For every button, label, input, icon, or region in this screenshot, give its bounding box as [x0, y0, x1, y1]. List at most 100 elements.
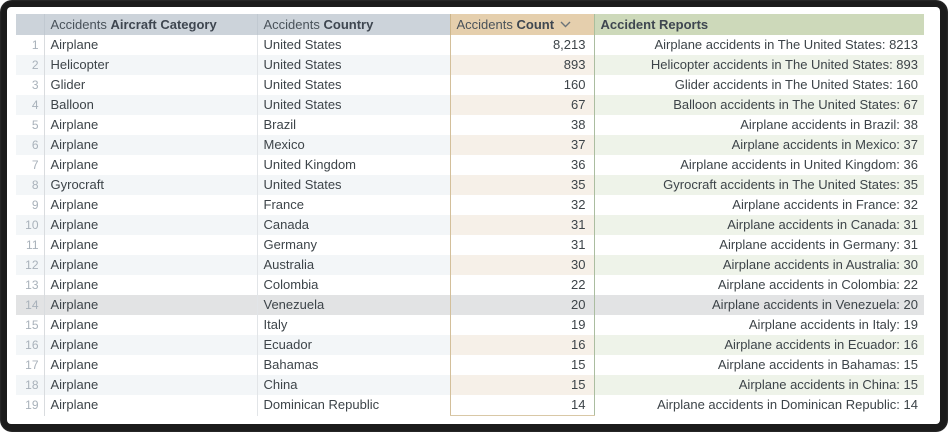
- table-row[interactable]: 6 Airplane Mexico 37 Airplane accidents in M…: [16, 135, 924, 155]
- cell-accident-report[interactable]: Gyrocraft accidents in The United States…: [593, 175, 924, 195]
- cell-country[interactable]: United States: [263, 77, 342, 92]
- cell-country[interactable]: Colombia: [263, 277, 319, 292]
- cell-count[interactable]: 22: [449, 275, 594, 295]
- cell-aircraft-category[interactable]: Airplane: [44, 155, 258, 175]
- cell-row-number[interactable]: 10: [16, 215, 45, 235]
- cell-aircraft-category[interactable]: Airplane: [44, 275, 258, 295]
- cell-accident-report[interactable]: Airplane accidents in Colombia: 22: [593, 275, 924, 295]
- cell-country[interactable]: Brazil: [263, 117, 297, 132]
- cell-accident-report[interactable]: Airplane accidents in Brazil: 38: [593, 115, 924, 135]
- cell-count[interactable]: 160: [449, 75, 594, 95]
- cell-row-number[interactable]: 13: [16, 275, 45, 295]
- cell-row-number[interactable]: 3: [16, 75, 45, 95]
- cell-row-number[interactable]: 19: [16, 395, 45, 416]
- cell-country[interactable]: United States: [257, 175, 450, 195]
- cell-count[interactable]: 36: [449, 155, 594, 175]
- cell-accident-report[interactable]: Glider accidents in The United States: 1…: [593, 75, 924, 95]
- cell-country[interactable]: United Kingdom: [263, 157, 357, 172]
- cell-country[interactable]: Bahamas: [263, 357, 319, 372]
- cell-accident-report[interactable]: Helicopter accidents in The United State…: [593, 55, 924, 75]
- cell-aircraft-category[interactable]: Airplane: [44, 235, 258, 255]
- cell-country[interactable]: Mexico: [257, 135, 450, 155]
- cell-row-number[interactable]: 6: [16, 135, 45, 155]
- cell-country[interactable]: Venezuela: [257, 295, 450, 315]
- cell-accident-report[interactable]: Airplane accidents in Dominican Republic…: [593, 395, 924, 416]
- cell-count[interactable]: 16: [449, 335, 594, 355]
- cell-country[interactable]: United States: [263, 37, 342, 52]
- cell-aircraft-category[interactable]: Airplane: [44, 315, 258, 335]
- cell-row-number[interactable]: 12: [16, 255, 45, 275]
- header-aircraft-category[interactable]: Accidents Aircraft Category: [44, 14, 258, 35]
- cell-count[interactable]: 19: [449, 315, 594, 335]
- cell-aircraft-category[interactable]: Airplane: [44, 355, 258, 375]
- cell-count[interactable]: 31: [449, 235, 594, 255]
- cell-country[interactable]: China: [257, 375, 450, 395]
- cell-count[interactable]: 35: [449, 175, 594, 195]
- cell-row-number[interactable]: 1: [16, 35, 45, 55]
- cell-count[interactable]: 15: [449, 355, 594, 375]
- cell-country[interactable]: Germany: [263, 237, 317, 252]
- table-row[interactable]: 1 Airplane United States 8,213 Airplane acci…: [16, 35, 924, 55]
- cell-count[interactable]: 893: [449, 55, 594, 75]
- table-row[interactable]: 2 Helicopter United States 893 Helicopter ac…: [16, 55, 924, 75]
- cell-count[interactable]: 14: [449, 395, 594, 416]
- cell-count[interactable]: 37: [449, 135, 594, 155]
- table-row[interactable]: 15 Airplane Italy 19 Airplane accidents in I…: [16, 315, 924, 335]
- table-row[interactable]: 9 Airplane France 32 Airplane accidents in F…: [16, 195, 924, 215]
- cell-row-number[interactable]: 14: [16, 295, 45, 315]
- table-row[interactable]: 18 Airplane China 15 Airplane accidents in C…: [16, 375, 924, 395]
- cell-accident-report[interactable]: Airplane accidents in Venezuela: 20: [593, 295, 924, 315]
- table-row[interactable]: 7 Airplane United Kingdom 36 Airplane accide…: [16, 155, 924, 175]
- cell-row-number[interactable]: 7: [16, 155, 45, 175]
- cell-accident-report[interactable]: Airplane accidents in Bahamas: 15: [593, 355, 924, 375]
- cell-accident-report[interactable]: Airplane accidents in Ecuador: 16: [593, 335, 924, 355]
- cell-aircraft-category[interactable]: Airplane: [44, 35, 258, 55]
- table-row[interactable]: 14 Airplane Venezuela 20 Airplane accidents …: [16, 295, 924, 315]
- cell-country[interactable]: Ecuador: [257, 335, 450, 355]
- cell-row-number[interactable]: 5: [16, 115, 45, 135]
- cell-aircraft-category[interactable]: Gyrocraft: [44, 175, 258, 195]
- cell-accident-report[interactable]: Airplane accidents in United Kingdom: 36: [593, 155, 924, 175]
- cell-country[interactable]: Australia: [257, 255, 450, 275]
- cell-accident-report[interactable]: Airplane accidents in China: 15: [593, 375, 924, 395]
- cell-accident-report[interactable]: Airplane accidents in The United States:…: [593, 35, 924, 55]
- cell-country[interactable]: Italy: [263, 317, 288, 332]
- header-country[interactable]: Accidents Country: [257, 14, 450, 35]
- cell-row-number[interactable]: 8: [16, 175, 45, 195]
- cell-aircraft-category[interactable]: Airplane: [44, 135, 258, 155]
- cell-row-number[interactable]: 15: [16, 315, 45, 335]
- cell-count[interactable]: 38: [449, 115, 594, 135]
- table-row[interactable]: 3 Glider United States 160 Glider accidents …: [16, 75, 924, 95]
- table-row[interactable]: 5 Airplane Brazil 38 Airplane accidents in B…: [16, 115, 924, 135]
- cell-aircraft-category[interactable]: Airplane: [44, 335, 258, 355]
- cell-count[interactable]: 8,213: [449, 35, 594, 55]
- cell-country[interactable]: Canada: [257, 215, 450, 235]
- cell-row-number[interactable]: 9: [16, 195, 45, 215]
- header-accident-reports[interactable]: Accident Reports: [593, 14, 924, 35]
- cell-count[interactable]: 67: [449, 95, 594, 115]
- cell-country[interactable]: France: [263, 197, 304, 212]
- cell-count[interactable]: 31: [449, 215, 594, 235]
- cell-aircraft-category[interactable]: Airplane: [44, 215, 258, 235]
- cell-row-number[interactable]: 11: [16, 235, 45, 255]
- table-row[interactable]: 4 Balloon United States 67 Balloon accidents…: [16, 95, 924, 115]
- cell-aircraft-category[interactable]: Airplane: [44, 115, 258, 135]
- table-row[interactable]: 12 Airplane Australia 30 Airplane accidents …: [16, 255, 924, 275]
- cell-aircraft-category[interactable]: Glider: [44, 75, 258, 95]
- cell-accident-report[interactable]: Airplane accidents in Italy: 19: [593, 315, 924, 335]
- header-row-number[interactable]: [16, 14, 45, 35]
- cell-accident-report[interactable]: Airplane accidents in Canada: 31: [593, 215, 924, 235]
- cell-accident-report[interactable]: Airplane accidents in Mexico: 37: [593, 135, 924, 155]
- cell-aircraft-category[interactable]: Balloon: [44, 95, 258, 115]
- table-row[interactable]: 10 Airplane Canada 31 Airplane accidents in …: [16, 215, 924, 235]
- cell-accident-report[interactable]: Airplane accidents in Germany: 31: [593, 235, 924, 255]
- table-row[interactable]: 13 Airplane Colombia 22 Airplane accidents i…: [16, 275, 924, 295]
- cell-aircraft-category[interactable]: Airplane: [44, 395, 258, 416]
- cell-row-number[interactable]: 16: [16, 335, 45, 355]
- cell-count[interactable]: 30: [449, 255, 594, 275]
- cell-row-number[interactable]: 18: [16, 375, 45, 395]
- cell-accident-report[interactable]: Airplane accidents in France: 32: [593, 195, 924, 215]
- cell-count[interactable]: 20: [449, 295, 594, 315]
- table-row[interactable]: 16 Airplane Ecuador 16 Airplane accidents in…: [16, 335, 924, 355]
- cell-count[interactable]: 15: [449, 375, 594, 395]
